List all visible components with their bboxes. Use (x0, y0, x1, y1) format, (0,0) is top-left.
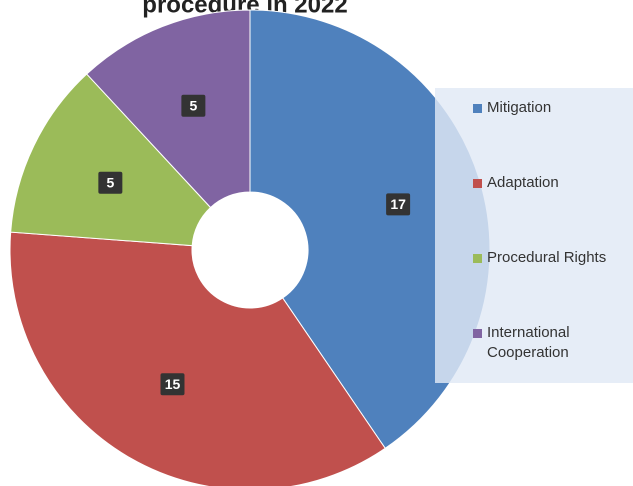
legend-swatch (473, 254, 482, 263)
data-label: 17 (390, 196, 406, 212)
legend-swatch (473, 179, 482, 188)
legend-item: Procedural Rights (473, 248, 623, 268)
legend-label: Procedural Rights (487, 249, 607, 266)
legend-swatch (473, 104, 482, 113)
slice (9, 231, 386, 486)
legend-label: Mitigation (487, 99, 552, 116)
legend-swatch (473, 329, 482, 338)
legend-label: International Cooperation (487, 324, 570, 361)
legend-item: Mitigation (473, 98, 623, 118)
data-label: 5 (189, 97, 197, 113)
slice (86, 9, 251, 209)
slice (10, 73, 212, 247)
data-label-bg (98, 171, 123, 194)
chart-title: procedure in 2022 (142, 0, 347, 18)
legend-item: International Cooperation (473, 323, 623, 363)
data-label: 15 (165, 376, 181, 392)
data-label-bg (386, 193, 411, 216)
data-label-bg (181, 94, 206, 117)
legend-item: Adaptation (473, 173, 623, 193)
legend: Mitigation Adaptation Procedural Rights Int… (435, 88, 633, 383)
data-label-bg (160, 373, 185, 396)
legend-label: Adaptation (487, 174, 559, 191)
data-label: 5 (106, 174, 114, 190)
